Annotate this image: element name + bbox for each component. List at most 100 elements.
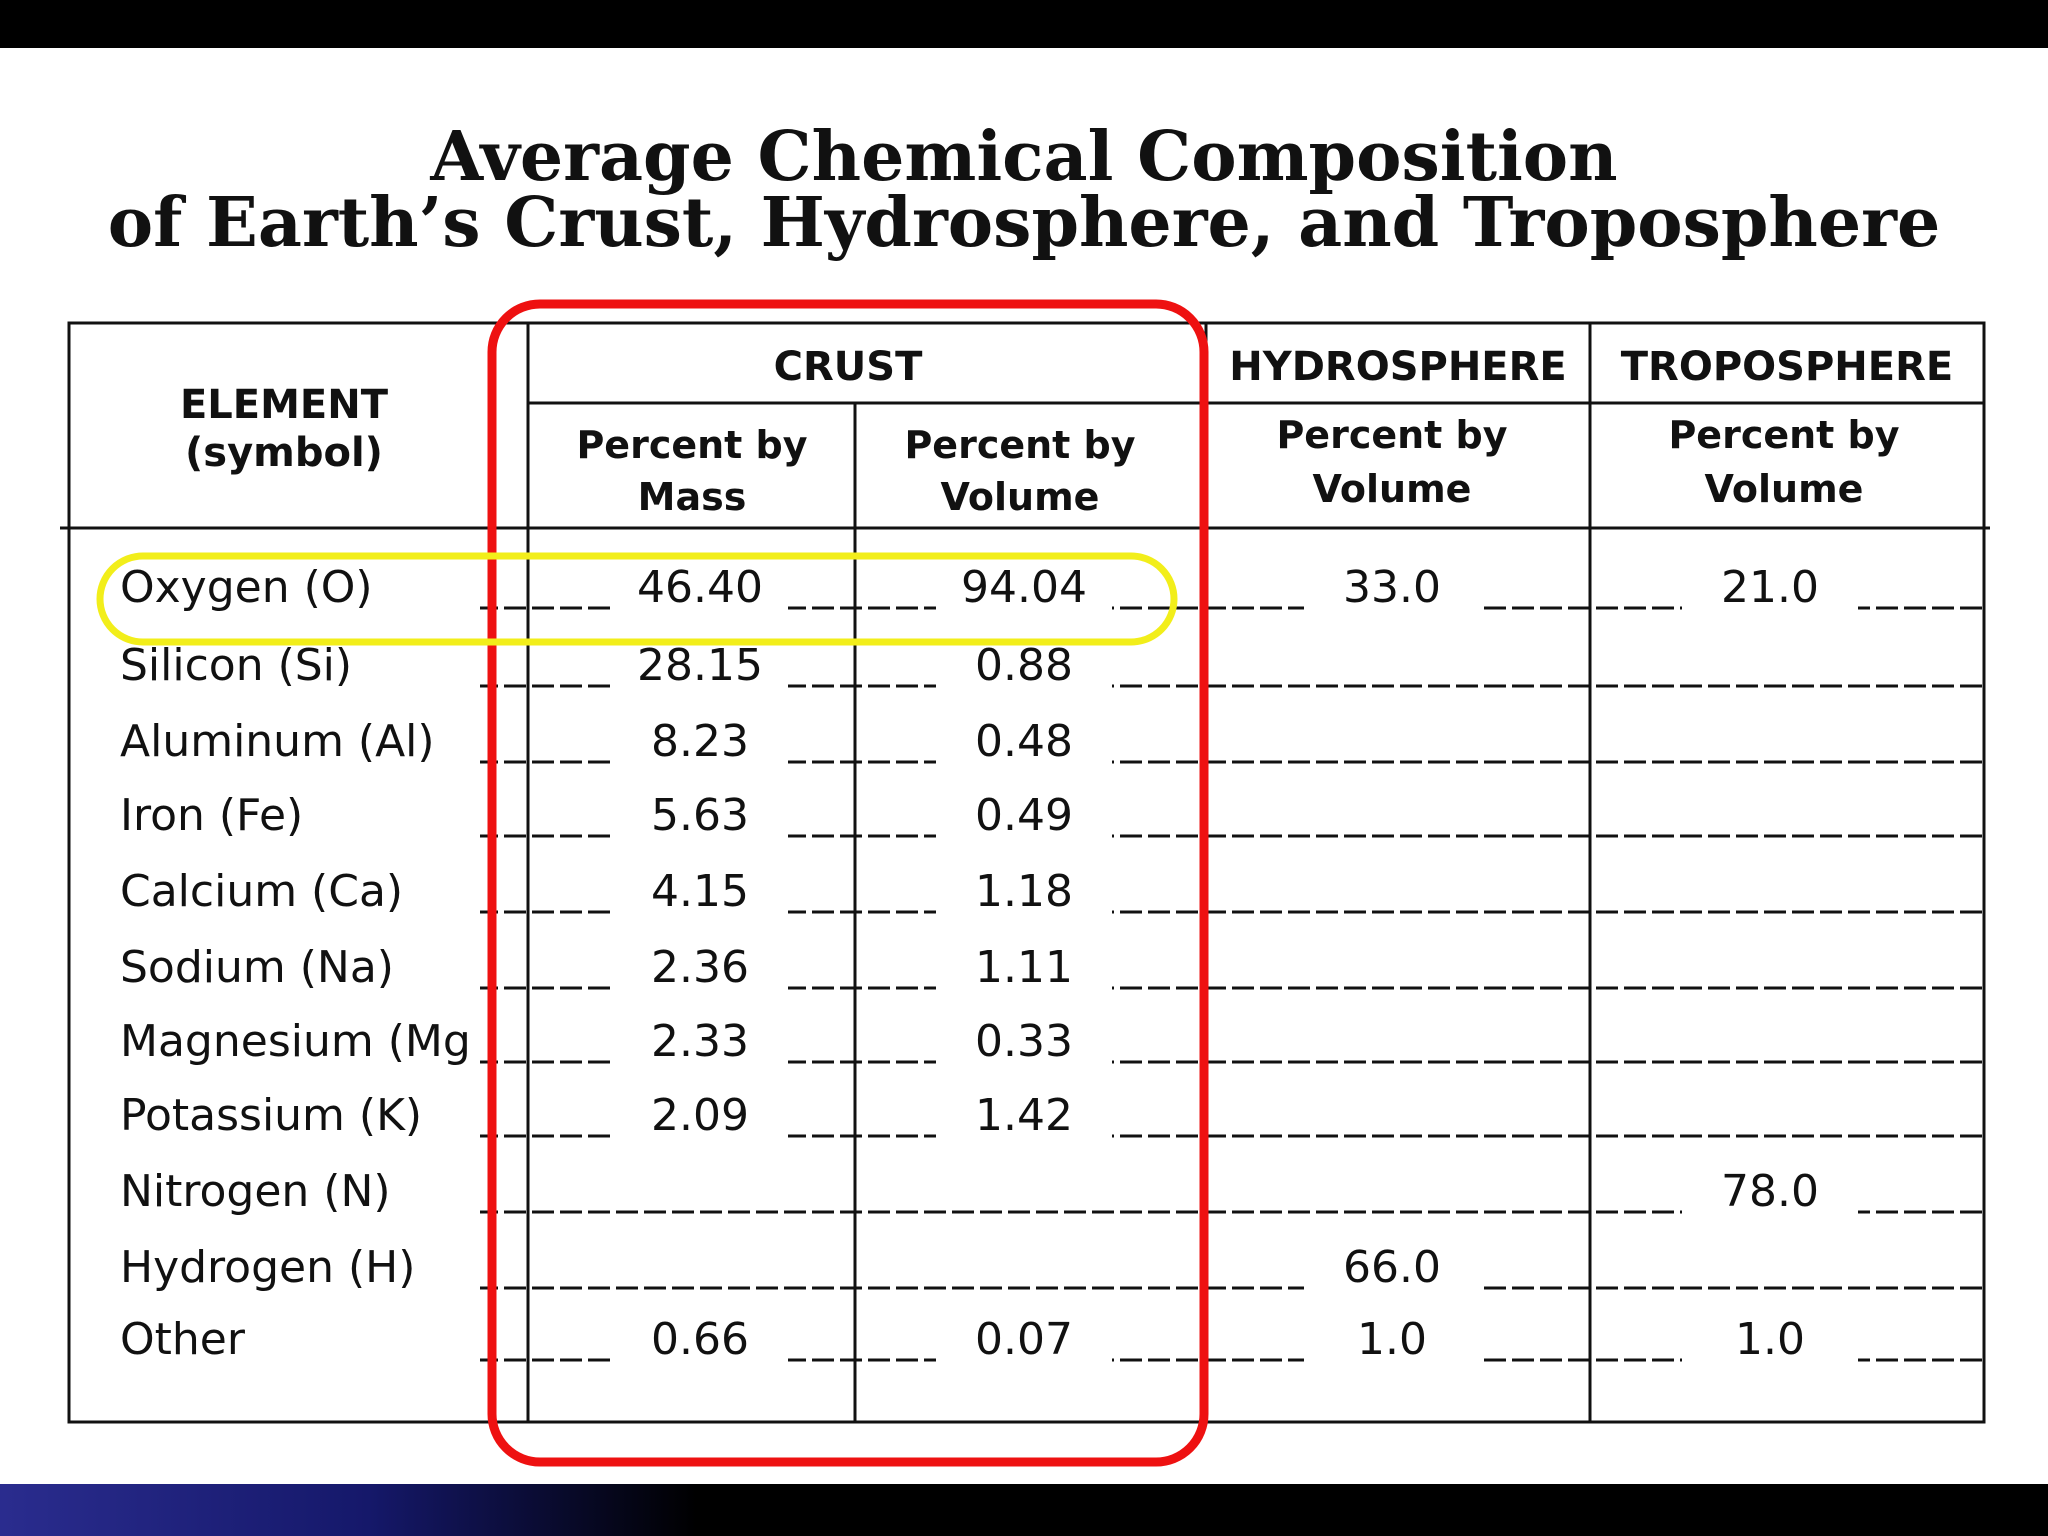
row-value-backing — [936, 558, 1112, 618]
row-value-hydro-volume: 1.0 — [1357, 1314, 1427, 1365]
row-value-backing — [936, 938, 1112, 998]
table-row: Oxygen (O) 46.40 94.04 33.0 21.0 — [110, 558, 1858, 618]
row-value-backing — [1682, 558, 1858, 618]
row-value-backing — [612, 1310, 788, 1370]
table-border — [67, 321, 1986, 1424]
row-value-crust-volume: 1.18 — [975, 866, 1073, 917]
row-value-backing — [936, 786, 1112, 846]
row-value-crust-mass: 28.15 — [637, 640, 763, 691]
subheader-tropo-volume-line1: Percent by — [1668, 413, 1899, 457]
table-row: Iron (Fe) 5.63 0.49 — [110, 786, 1112, 846]
row-element-name: Calcium (Ca) — [120, 866, 403, 917]
row-value-backing — [612, 558, 788, 618]
row-value-tropo-volume: 1.0 — [1735, 1314, 1805, 1365]
row-value-backing — [1682, 1310, 1858, 1370]
row-value-crust-volume: 0.07 — [975, 1314, 1073, 1365]
table-row: Calcium (Ca) 4.15 1.18 — [110, 862, 1112, 922]
row-value-backing — [612, 636, 788, 696]
slide-top-bar — [0, 0, 2048, 48]
row-value-backing — [612, 712, 788, 772]
oxygen-highlight-box — [96, 552, 1178, 646]
group-header-hydrosphere: HYDROSPHERE — [1229, 344, 1567, 390]
subheader-tropo-volume-line2: Volume — [1705, 467, 1864, 511]
row-value-crust-mass: 8.23 — [651, 716, 749, 767]
table-row: Magnesium (Mg 2.33 0.33 — [110, 1012, 1112, 1072]
row-value-crust-mass: 0.66 — [651, 1314, 749, 1365]
title-line-2: of Earth’s Crust, Hydrosphere, and Tropo… — [107, 183, 1941, 263]
row-value-crust-mass: 2.36 — [651, 942, 749, 993]
element-header-line2: (symbol) — [185, 430, 383, 476]
row-value-backing — [1304, 1310, 1480, 1370]
row-element-backing — [110, 1238, 480, 1296]
row-element-backing — [110, 558, 480, 616]
row-value-backing — [936, 712, 1112, 772]
row-value-backing — [936, 1086, 1112, 1146]
row-element-name: Magnesium (Mg — [120, 1016, 471, 1067]
row-element-backing — [110, 636, 480, 694]
row-element-backing — [110, 1012, 480, 1070]
subheader-crust-volume-line2: Volume — [941, 475, 1100, 519]
table-row: Hydrogen (H) 66.0 — [110, 1238, 1480, 1298]
table-row: Other 0.66 0.07 1.0 1.0 — [110, 1310, 1858, 1370]
table-body: Oxygen (O) 46.40 94.04 33.0 21.0 Silicon (Si)… — [110, 558, 1858, 1370]
subheader-crust-mass-line1: Percent by — [576, 423, 807, 467]
table-header: ELEMENT (symbol) CRUST HYDROSPHERE TROPO… — [180, 344, 1953, 519]
row-element-name: Nitrogen (N) — [120, 1166, 391, 1217]
row-element-backing — [110, 938, 480, 996]
row-value-crust-volume: 0.49 — [975, 790, 1073, 841]
row-value-crust-mass: 46.40 — [637, 562, 763, 613]
row-value-crust-volume: 0.88 — [975, 640, 1073, 691]
row-value-backing — [1304, 1238, 1480, 1298]
row-element-backing — [110, 712, 480, 770]
row-value-backing — [612, 862, 788, 922]
row-value-backing — [612, 786, 788, 846]
table-row: Nitrogen (N) 78.0 — [110, 1162, 1858, 1222]
row-value-crust-mass: 4.15 — [651, 866, 749, 917]
group-header-troposphere: TROPOSPHERE — [1621, 344, 1953, 390]
group-header-crust: CRUST — [774, 344, 923, 390]
row-value-backing — [1682, 1162, 1858, 1222]
subheader-hydro-volume-line2: Volume — [1313, 467, 1472, 511]
row-element-name: Silicon (Si) — [120, 640, 352, 691]
row-value-backing — [612, 1012, 788, 1072]
row-value-crust-volume: 94.04 — [961, 562, 1087, 613]
subheader-crust-volume-line1: Percent by — [904, 423, 1135, 467]
row-value-backing — [936, 1012, 1112, 1072]
row-element-name: Oxygen (O) — [120, 562, 373, 613]
row-value-crust-volume: 1.42 — [975, 1090, 1073, 1141]
title-line-1: Average Chemical Composition — [430, 117, 1618, 197]
row-element-backing — [110, 786, 480, 844]
slide-title: Average Chemical Composition of Earth’s … — [0, 117, 2048, 263]
subheader-crust-mass-line2: Mass — [638, 475, 747, 519]
element-header-line1: ELEMENT — [180, 382, 389, 428]
row-element-backing — [110, 1162, 480, 1220]
slide-bottom-bar — [0, 1484, 2048, 1536]
row-element-name: Aluminum (Al) — [120, 716, 435, 767]
row-value-backing — [1304, 558, 1480, 618]
subheader-hydro-volume-line1: Percent by — [1276, 413, 1507, 457]
row-element-backing — [110, 1086, 480, 1144]
row-value-crust-mass: 2.09 — [651, 1090, 749, 1141]
row-element-name: Hydrogen (H) — [120, 1242, 415, 1293]
row-value-hydro-volume: 66.0 — [1343, 1242, 1441, 1293]
row-value-crust-volume: 0.48 — [975, 716, 1073, 767]
row-value-backing — [612, 1086, 788, 1146]
row-value-backing — [936, 1310, 1112, 1370]
row-value-backing — [612, 938, 788, 998]
row-element-name: Iron (Fe) — [120, 790, 303, 841]
row-value-tropo-volume: 21.0 — [1721, 562, 1819, 613]
table-row: Sodium (Na) 2.36 1.11 — [110, 938, 1112, 998]
row-value-tropo-volume: 78.0 — [1721, 1166, 1819, 1217]
row-element-backing — [110, 1310, 480, 1368]
row-value-backing — [936, 862, 1112, 922]
row-value-crust-mass: 2.33 — [651, 1016, 749, 1067]
row-element-name: Potassium (K) — [120, 1090, 422, 1141]
row-value-crust-mass: 5.63 — [651, 790, 749, 841]
row-element-name: Other — [120, 1314, 246, 1365]
table-row: Silicon (Si) 28.15 0.88 — [110, 636, 1112, 696]
row-value-crust-volume: 0.33 — [975, 1016, 1073, 1067]
row-value-backing — [936, 636, 1112, 696]
row-value-hydro-volume: 33.0 — [1343, 562, 1441, 613]
